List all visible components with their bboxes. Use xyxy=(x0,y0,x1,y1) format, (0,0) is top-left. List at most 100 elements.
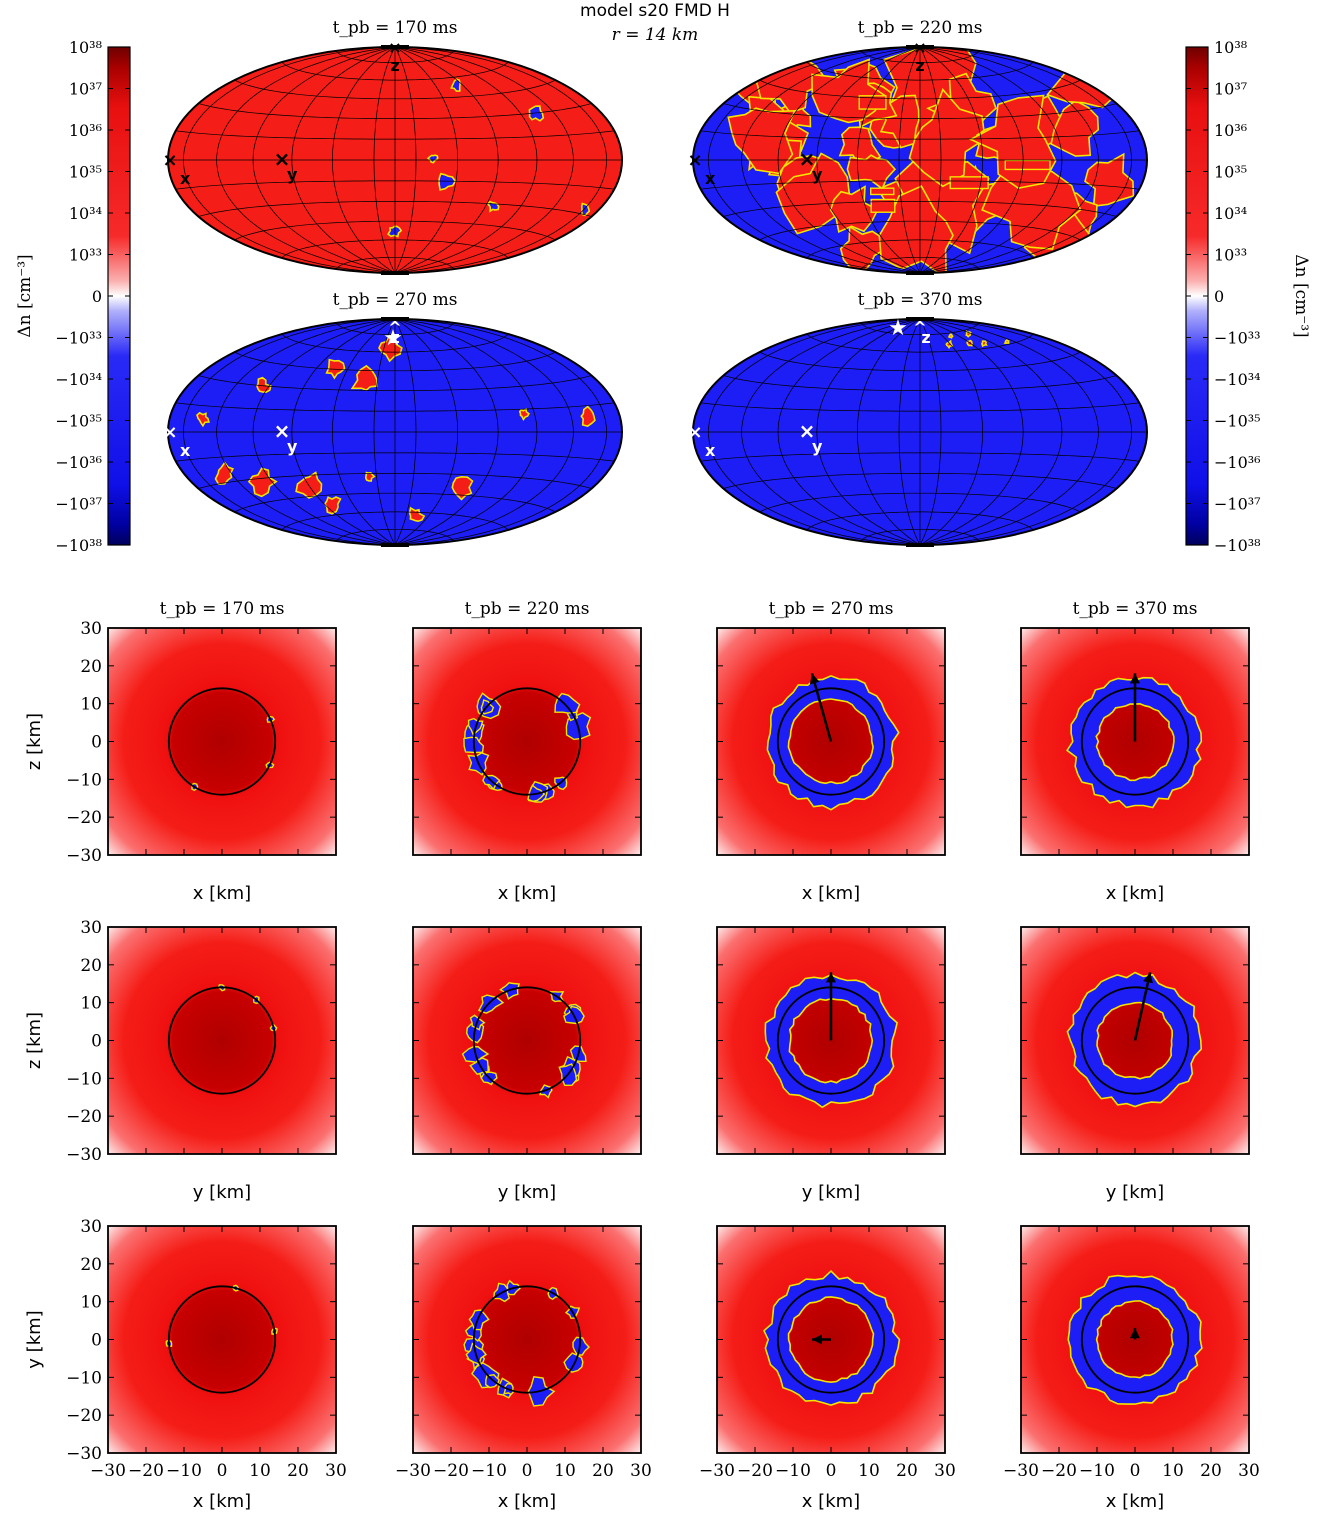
axis-marker-y-symbol: × xyxy=(799,419,816,443)
sky-map-patch xyxy=(1004,159,1051,171)
slice-patch xyxy=(482,774,501,791)
slice-xlabel: x [km] xyxy=(802,1491,860,1512)
slice-xtick-label: 30 xyxy=(934,1461,956,1481)
dipole-vector-head xyxy=(809,673,820,685)
colorbar-tick-label: −10³⁶ xyxy=(1214,453,1261,472)
dipole-star: ★ xyxy=(888,316,908,341)
slice-shell xyxy=(763,1269,901,1406)
colorbar-tick-label: −10³⁴ xyxy=(55,370,102,389)
sky-map-patch xyxy=(325,358,346,380)
slice-y-z-220: y [km] xyxy=(412,926,642,1203)
slice-background xyxy=(413,1226,641,1453)
pole-mark xyxy=(381,45,409,49)
slice-xlabel: x [km] xyxy=(802,883,860,904)
colorbar-tick-label: 10³⁶ xyxy=(1214,121,1247,140)
slice-xtick-label: 0 xyxy=(1130,1461,1141,1481)
dipole-vector-head xyxy=(1143,972,1153,984)
slice-ytick-label: −20 xyxy=(66,1107,102,1127)
slice-ytick-label: 0 xyxy=(91,733,102,753)
sky-map-title: t_pb = 370 ms xyxy=(858,290,983,310)
slice-background xyxy=(108,1226,336,1453)
slice-sphere-circle xyxy=(776,1285,886,1394)
slice-background xyxy=(413,628,641,855)
axis-marker-y-label: y xyxy=(287,437,298,456)
axis-marker-x-symbol: × xyxy=(687,150,702,171)
slice-y-z-270: y [km] xyxy=(716,926,946,1203)
slice-sphere-circle xyxy=(776,687,886,796)
slice-ytick-label: 30 xyxy=(80,1217,102,1237)
slice-ylabel: y [km] xyxy=(24,1310,45,1368)
slice-xtick-label: −30 xyxy=(90,1461,126,1481)
slice-xtick-label: 30 xyxy=(325,1461,347,1481)
slice-x-z-170: −30 −20 −10 0 10 20 30 x [km] z [km] t_pb = 170 m… xyxy=(24,599,337,904)
colorbar-right: 10³⁸ 10³⁷ 10³⁶ 10³⁵ 10³⁴ 10³³ 0 −10³³ −10³⁴ −10³⁵… xyxy=(1185,38,1261,555)
slice-ytick-label: 10 xyxy=(80,1293,102,1313)
slice-xtick-label: 10 xyxy=(1162,1461,1184,1481)
slice-background xyxy=(413,927,641,1154)
dipole-vector xyxy=(1133,972,1152,1041)
slice-shell xyxy=(764,974,898,1109)
sky-map-patch xyxy=(408,506,426,523)
pole-mark xyxy=(906,45,934,49)
axis-marker-x-label: x xyxy=(180,441,191,460)
axis-marker-z-symbol: ^ xyxy=(913,318,926,337)
slice-xlabel: x [km] xyxy=(498,883,556,904)
slice-ytick-label: 20 xyxy=(80,657,102,677)
slice-shell xyxy=(766,675,900,811)
slice-background xyxy=(108,927,336,1154)
colorbar-tick-label: 10³⁶ xyxy=(69,121,102,140)
slice-ytick-label: 10 xyxy=(80,695,102,715)
axis-marker-z-label: z xyxy=(390,56,399,75)
slice-xtick-label: 20 xyxy=(896,1461,918,1481)
axis-marker-z-label: z xyxy=(390,328,399,347)
slice-ytick-label: −10 xyxy=(66,770,102,790)
slice-xtick-label: 0 xyxy=(522,1461,533,1481)
pole-mark xyxy=(381,271,409,275)
slice-sphere-circle xyxy=(472,687,582,796)
sky-map-patch xyxy=(580,405,596,427)
sky-map-170: ×x×y×z xyxy=(162,38,623,275)
sky-map-patch xyxy=(426,154,439,164)
slice-xlabel: y [km] xyxy=(1106,1182,1164,1203)
slice-title: t_pb = 370 ms xyxy=(1073,599,1198,619)
slice-xtick-label: −10 xyxy=(775,1461,811,1481)
slice-ytick-label: −20 xyxy=(66,808,102,828)
sky-map-220: ×x×y×z xyxy=(687,38,1148,275)
slice-ytick-label: 30 xyxy=(80,918,102,938)
slice-xtick-label: 20 xyxy=(1200,1461,1222,1481)
slice-title: t_pb = 220 ms xyxy=(465,599,590,619)
slice-shell xyxy=(1067,1274,1203,1405)
colorbar-tick-label: 10³⁴ xyxy=(69,204,102,223)
colorbar-tick-label: 0 xyxy=(92,287,102,306)
slice-ylabel: z [km] xyxy=(24,1012,45,1069)
sky-map-patch xyxy=(247,467,278,498)
axis-marker-z-symbol: ^ xyxy=(388,318,401,337)
slice-xlabel: x [km] xyxy=(498,1491,556,1512)
slice-ytick-label: 20 xyxy=(80,1255,102,1275)
pole-mark xyxy=(906,543,934,547)
sky-map-patch xyxy=(450,78,461,92)
sky-map-patch xyxy=(870,187,895,196)
model-label: model s20 FMD H xyxy=(580,1,730,21)
slice-xlabel: x [km] xyxy=(1106,883,1164,904)
dipole-vector-head xyxy=(1130,673,1140,684)
slice-ytick-label: 30 xyxy=(80,619,102,639)
slice-ytick-label: −30 xyxy=(66,1145,102,1165)
slice-x-z-270: x [km] t_pb = 270 ms xyxy=(716,599,946,904)
colorbar-tick-label: 10³⁴ xyxy=(1214,204,1247,223)
slice-x-y-370: −30 −20 −10 0 10 20 30 x [km] xyxy=(1003,1225,1260,1512)
slice-sphere-circle xyxy=(167,986,277,1095)
sky-map-title: t_pb = 220 ms xyxy=(858,18,983,38)
slice-ytick-label: −20 xyxy=(66,1406,102,1426)
slice-x-y-270: −30 −20 −10 0 10 20 30 x [km] xyxy=(699,1225,956,1512)
slice-xtick-label: 0 xyxy=(826,1461,837,1481)
sky-map-patch xyxy=(1050,99,1100,157)
sky-map-patch xyxy=(945,339,954,350)
sky-map-270: ×x×y^z★ xyxy=(162,317,623,547)
sky-map-graticule xyxy=(693,319,1147,545)
slice-xtick-label: 10 xyxy=(554,1461,576,1481)
slice-title: t_pb = 270 ms xyxy=(769,599,894,619)
slice-ytick-label: 10 xyxy=(80,994,102,1014)
